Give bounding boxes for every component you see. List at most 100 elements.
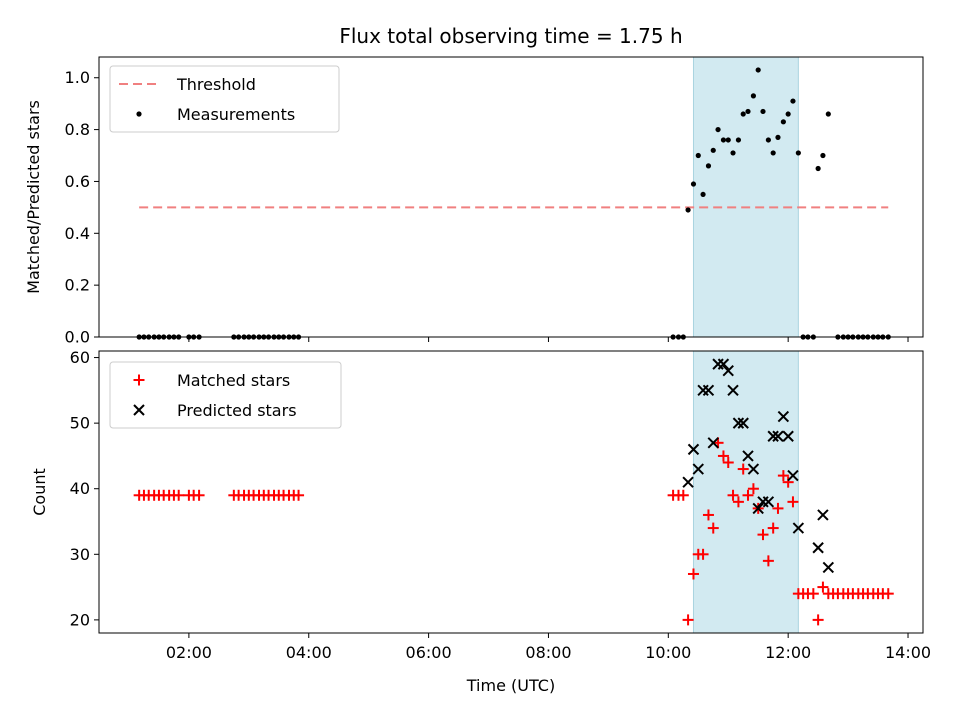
matched-star-point — [882, 588, 894, 600]
matched-star-point — [717, 450, 729, 462]
matched-star-point — [682, 614, 694, 626]
x-tick-label: 14:00 — [885, 643, 931, 662]
top-span — [692, 56, 799, 338]
predicted-star-point — [717, 358, 730, 370]
predicted-star-point — [692, 463, 704, 475]
measurement-point — [790, 98, 796, 104]
matched-star-point — [787, 496, 799, 508]
predicted-star-point — [812, 542, 824, 554]
x-tick-label: 02:00 — [166, 643, 212, 662]
matched-star-point — [722, 456, 734, 468]
predicted-star-point — [772, 430, 784, 442]
measurement-point — [820, 152, 826, 159]
matched-star-point — [727, 489, 739, 501]
matched-star-point — [817, 581, 829, 593]
legend-measurements-label: Measurements — [177, 105, 295, 124]
predicted-star-point — [707, 437, 719, 449]
matched-star-point — [687, 568, 699, 580]
measurement-point — [760, 108, 766, 115]
top-x-ticks — [188, 337, 909, 342]
matched-star-point — [677, 489, 689, 501]
predicted-star-point — [817, 509, 829, 521]
bottom-y-tick-label: 30 — [70, 545, 90, 564]
top-legend-box — [109, 65, 340, 133]
bottom-ylabel: Count — [30, 468, 49, 516]
top-legend: Threshold Measurements — [109, 65, 340, 133]
bottom-panel: 20 30 40 50 60 02:00 04:00 06:00 08:00 10:00 12:0… — [30, 348, 931, 695]
legend-predicted-swatch — [133, 404, 145, 416]
measurement-point — [730, 150, 736, 156]
predicted-star-point — [682, 476, 694, 488]
bottom-y-tick-label: 40 — [70, 479, 90, 498]
measurement-point — [735, 137, 742, 143]
bottom-legend-box — [109, 361, 342, 429]
measurement-point — [780, 119, 786, 125]
predicted-star-point — [737, 417, 749, 429]
predicted-star-point — [787, 469, 799, 482]
predicted-star-point — [822, 561, 835, 574]
matched-star-point — [777, 470, 789, 482]
x-axis-label: Time (UTC) — [466, 676, 555, 695]
legend-predicted-label: Predicted stars — [177, 401, 297, 420]
measurement-point — [785, 111, 791, 117]
matched-star-point — [812, 614, 824, 626]
matched-star-point — [757, 529, 769, 541]
measurement-point — [725, 137, 731, 143]
top-y-tick-label: 0.2 — [65, 276, 90, 295]
predicted-star-point — [722, 364, 734, 377]
predicted-star-point — [767, 430, 779, 442]
top-y-tick-label: 0.4 — [65, 224, 90, 243]
measurement-point — [795, 150, 801, 156]
matched-star-point — [737, 463, 749, 475]
bottom-points — [133, 358, 894, 626]
measurement-point — [825, 111, 831, 117]
measurement-point — [690, 181, 697, 187]
measurement-point — [695, 152, 701, 159]
matched-star-point — [767, 522, 779, 534]
legend-matched-swatch — [133, 374, 145, 386]
predicted-star-point — [687, 443, 700, 456]
matched-star-point — [173, 489, 185, 501]
bottom-y-tick-label: 20 — [70, 610, 90, 629]
legend-measurements-swatch — [136, 111, 142, 117]
measurement-point — [720, 137, 727, 143]
measurement-point — [755, 67, 761, 73]
top-y-tick-label: 0.0 — [65, 328, 90, 347]
measurement-point — [740, 111, 746, 117]
x-tick-label: 10:00 — [645, 643, 691, 662]
top-y-tick-label: 0.6 — [65, 172, 90, 191]
predicted-star-point — [732, 417, 745, 429]
predicted-star-point — [752, 502, 764, 515]
measurement-point — [700, 191, 706, 198]
x-tick-label: 04:00 — [286, 643, 332, 662]
bottom-span — [692, 350, 799, 634]
bottom-y-tick-label: 60 — [70, 348, 90, 367]
matched-star-point — [742, 489, 754, 501]
matched-star-point — [772, 502, 784, 514]
predicted-star-point — [777, 410, 790, 423]
top-y-tick-label: 1.0 — [65, 68, 90, 87]
measurement-point — [745, 108, 751, 115]
matched-star-point — [293, 489, 305, 501]
matched-star-point — [707, 522, 719, 534]
bottom-frame — [98, 350, 924, 634]
x-tick-label: 12:00 — [765, 643, 811, 662]
legend-threshold-label: Threshold — [176, 75, 256, 94]
top-y-tick-label: 0.8 — [65, 120, 90, 139]
chart-title: Flux total observing time = 1.75 h — [339, 24, 682, 48]
measurement-point — [715, 126, 721, 133]
x-tick-label: 06:00 — [406, 643, 452, 662]
measurement-point — [705, 163, 712, 169]
bottom-y-tick-label: 50 — [70, 414, 90, 433]
measurement-point — [750, 93, 757, 99]
measurement-point — [765, 137, 771, 143]
matched-star-point — [702, 509, 714, 521]
predicted-star-point — [702, 384, 715, 397]
measurement-point — [685, 207, 691, 213]
matched-star-point — [193, 489, 205, 501]
x-tick-label: 08:00 — [525, 643, 571, 662]
matched-star-point — [697, 548, 709, 560]
measurement-point — [775, 134, 781, 140]
predicted-star-point — [792, 522, 805, 534]
